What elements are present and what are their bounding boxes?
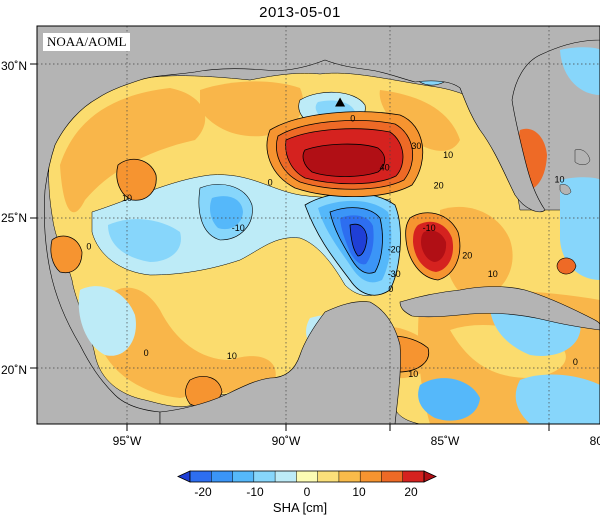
credit-label: NOAA/AOML xyxy=(43,33,131,51)
latitude-labels: 30˚N 25˚N 20˚N xyxy=(1,59,27,377)
cyan-atlantic xyxy=(560,177,600,280)
contour-label: 10 xyxy=(227,351,237,361)
contour-label: -10 xyxy=(423,223,436,233)
gridlines xyxy=(37,26,600,424)
colorbar-frame xyxy=(189,470,425,483)
colorbar-tick-label: 0 xyxy=(304,485,311,499)
orange-central xyxy=(200,81,304,137)
contour-label: 40 xyxy=(380,162,390,172)
contour-label: 10 xyxy=(488,269,498,279)
cyan-west-lobe xyxy=(108,219,181,262)
orange-southwest xyxy=(105,287,276,398)
contour-label: 30 xyxy=(411,141,421,151)
warm-southwest-spot xyxy=(50,235,83,274)
contour-labels: 0 -10 10 0 0 40 30 20 10 -10 -20 -30 20 10 0 0 10 10 0 10 xyxy=(86,114,578,379)
warm-east-core xyxy=(421,230,447,262)
orange-east xyxy=(440,206,513,300)
map-frame xyxy=(36,25,600,425)
cyan-northeast xyxy=(560,47,600,95)
colorbar-segment xyxy=(317,471,340,482)
lat-tick-label: 20˚N xyxy=(1,363,27,377)
lon-tick-label: 85˚W xyxy=(431,434,460,448)
triangle-marker xyxy=(335,97,346,107)
colorbar-tick-label: -20 xyxy=(194,485,212,499)
colorbar-segment xyxy=(381,471,404,482)
colorbar-max-arrow xyxy=(423,470,437,483)
colorbar-segment xyxy=(232,471,255,482)
contour-label: 10 xyxy=(443,150,453,160)
cyan-mid-core xyxy=(210,196,243,230)
lon-tick-label: 90˚W xyxy=(272,434,301,448)
lat-tick-label: 25˚N xyxy=(1,211,27,225)
colorbar-segment xyxy=(190,471,212,482)
longitude-labels: 95˚W 90˚W 85˚W 80˚W xyxy=(113,434,600,448)
lat-tick-label: 30˚N xyxy=(1,59,27,73)
land-cuba xyxy=(399,286,600,331)
colorbar-tick-label: 10 xyxy=(352,485,366,499)
contour-label: 0 xyxy=(144,348,149,358)
colorbar-segment xyxy=(360,471,382,482)
lon-tick-label: 95˚W xyxy=(113,434,142,448)
contour-label: 20 xyxy=(462,251,472,261)
contour-label: 0 xyxy=(268,178,273,188)
contour-label: 0 xyxy=(573,357,578,367)
cyan-caribbean-2 xyxy=(418,378,480,421)
warm-west-spot xyxy=(116,158,157,201)
contour-label: 10 xyxy=(554,175,564,185)
contour-label: 10 xyxy=(122,193,132,203)
colorbar: -20 -10 0 10 20 xyxy=(177,470,437,499)
colorbar-segment xyxy=(253,471,276,482)
contour-label: 0 xyxy=(388,284,393,294)
contour-label: -10 xyxy=(232,223,245,233)
map-title: 2013-05-01 xyxy=(259,4,341,21)
colorbar-tick-label: -10 xyxy=(246,485,264,499)
colorbar-segment xyxy=(402,471,425,482)
warm-east-small xyxy=(556,257,577,275)
contour-label: -20 xyxy=(388,244,401,254)
colorbar-segment xyxy=(296,471,318,482)
lon-tick-label: 80˚W xyxy=(590,434,600,448)
colorbar-tick-label: 20 xyxy=(404,485,418,499)
cyan-south-west xyxy=(78,286,136,356)
land-bahamas xyxy=(559,149,591,195)
colorbar-segment xyxy=(211,471,233,482)
contour-label: 0 xyxy=(350,114,355,124)
orange-west xyxy=(60,88,206,213)
land-yucatan xyxy=(159,301,401,424)
contour-label: 10 xyxy=(408,369,418,379)
colorbar-min-arrow xyxy=(177,470,191,483)
colorbar-segment xyxy=(338,471,361,482)
axis-ticks xyxy=(30,63,550,431)
colorbar-label: SHA [cm] xyxy=(272,500,328,515)
contour-label: 0 xyxy=(86,241,91,251)
cold-eddy-core xyxy=(349,223,368,257)
cyan-caribbean-3 xyxy=(515,374,600,424)
warm-eddy-core xyxy=(302,143,386,177)
contour-label: -30 xyxy=(388,269,401,279)
contour-label: 20 xyxy=(434,181,444,191)
colorbar-segment xyxy=(275,471,297,482)
orange-northeast xyxy=(379,90,460,151)
